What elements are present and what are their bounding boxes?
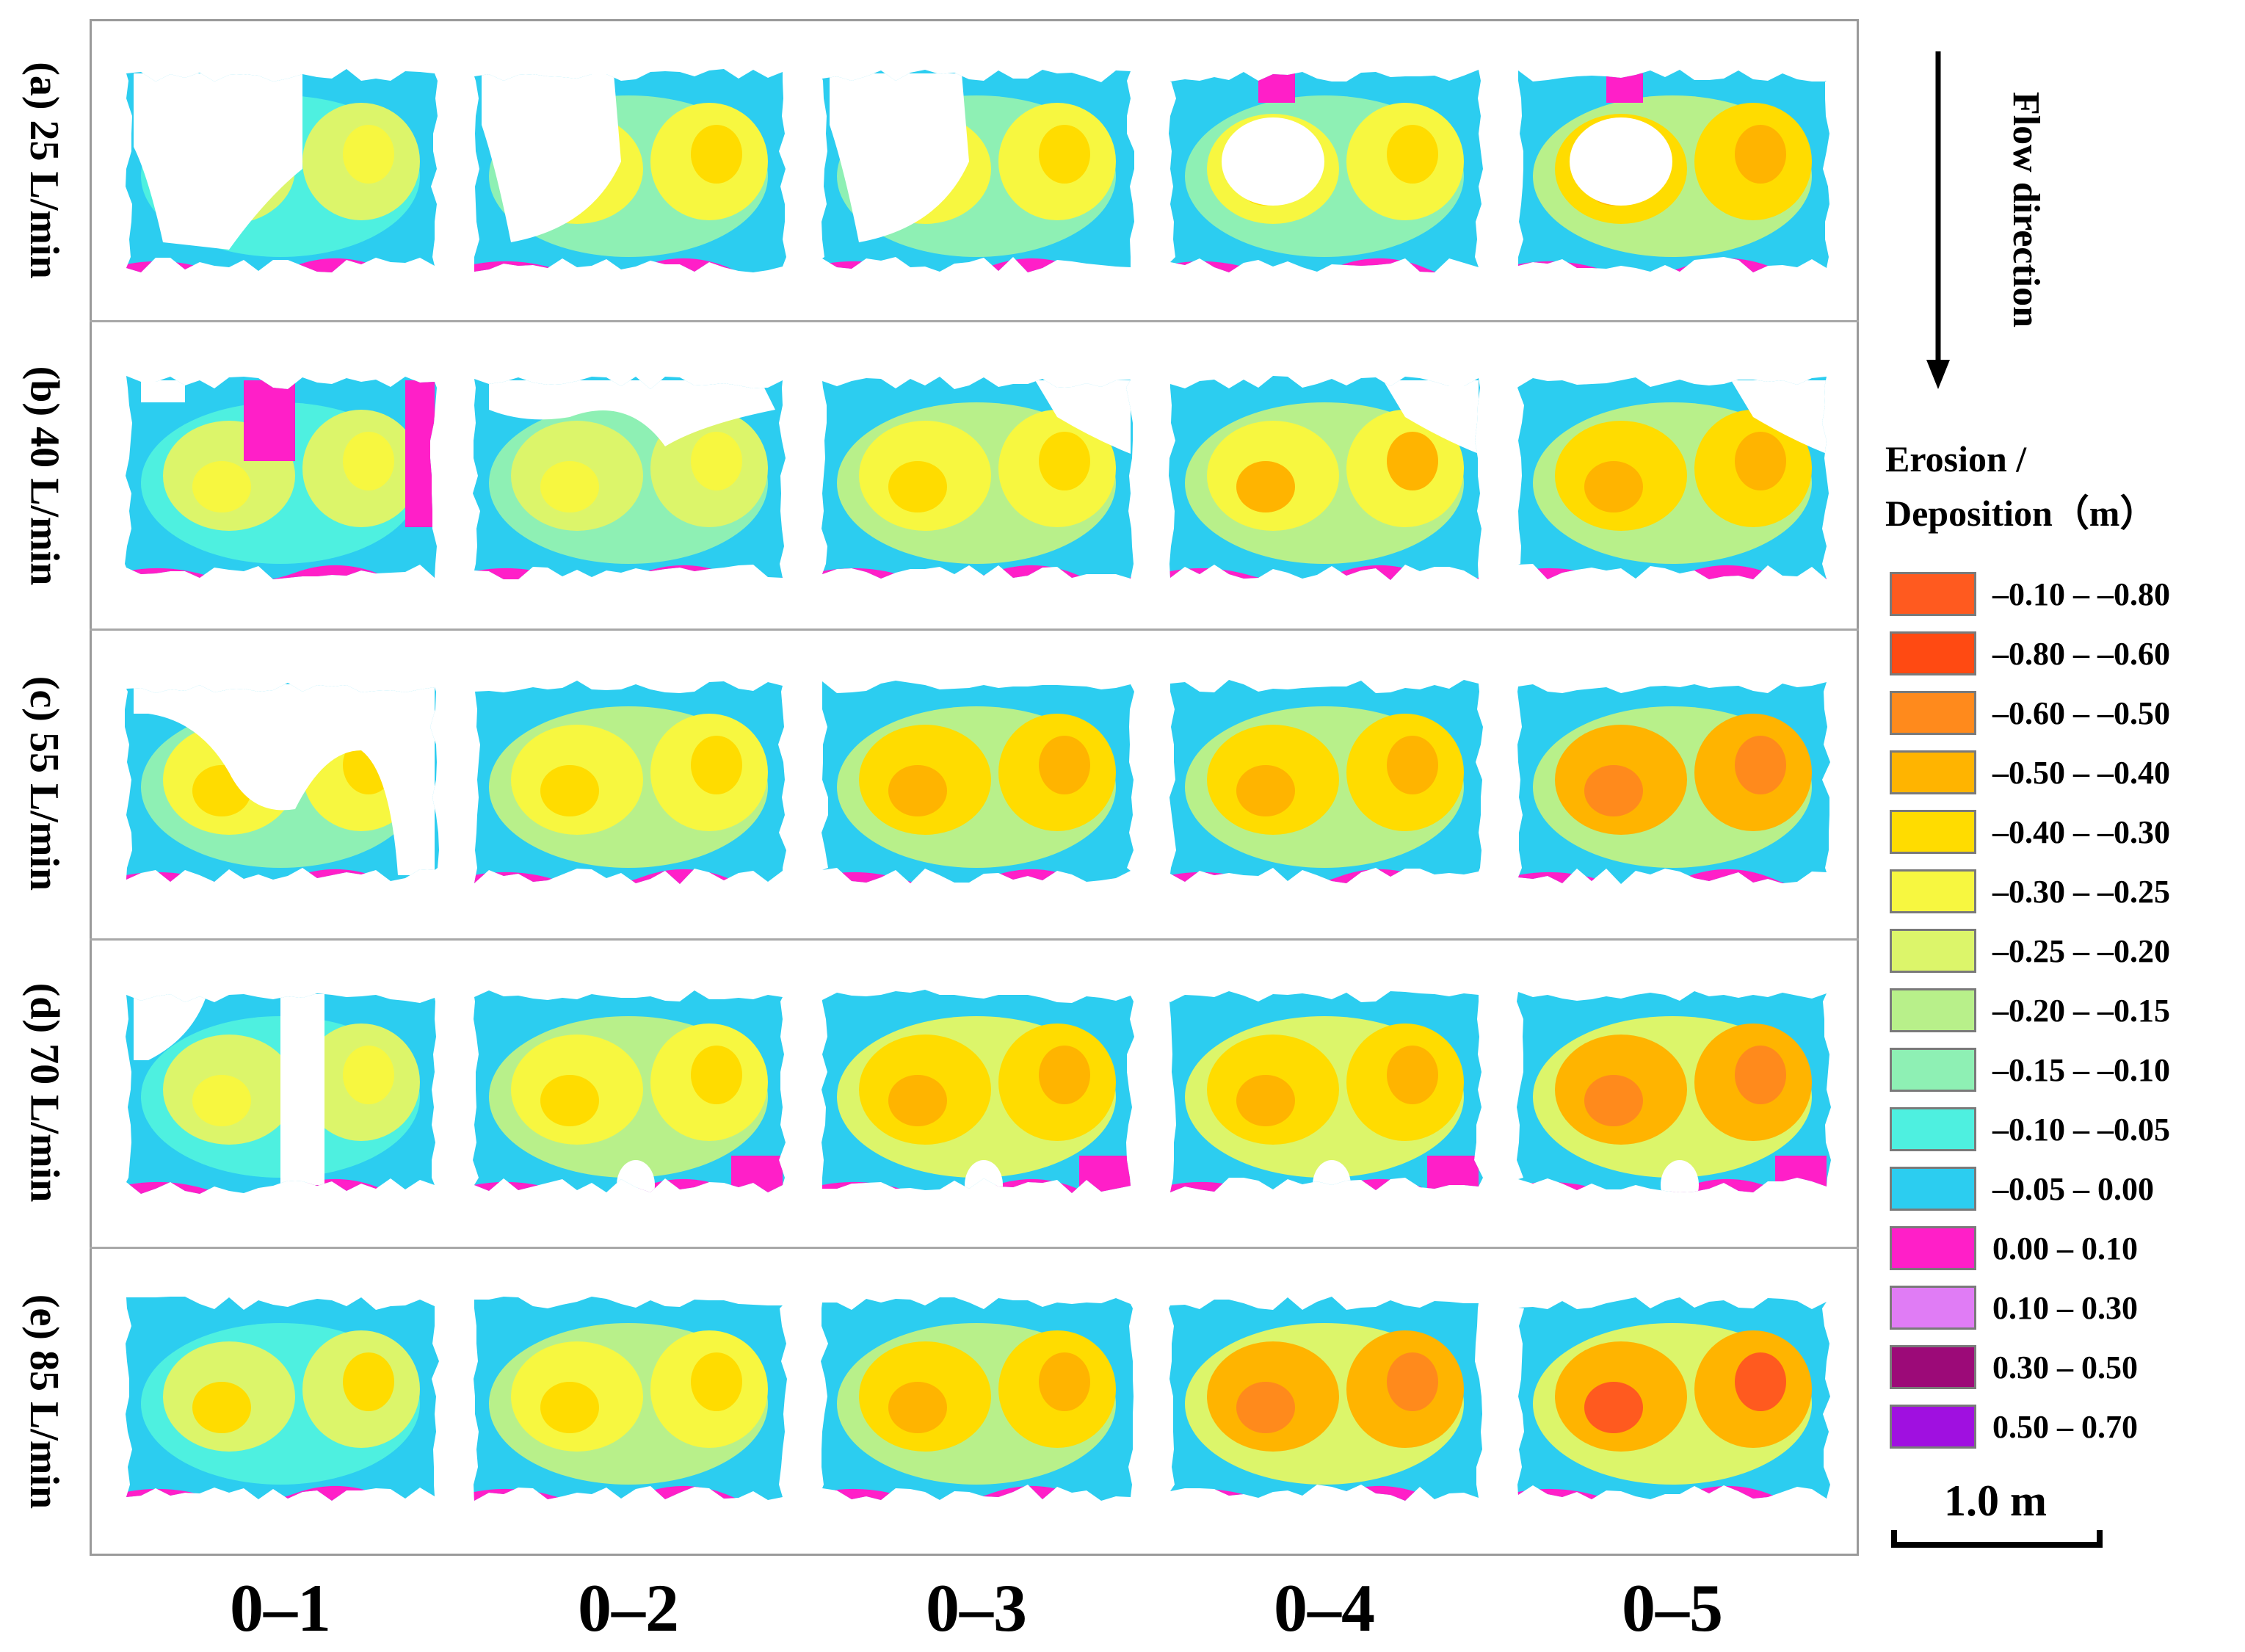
row-divider — [90, 1247, 1859, 1249]
map-panel — [815, 979, 1138, 1200]
scale-bar-label: 1.0 m — [1944, 1477, 2047, 1525]
legend-swatch — [1890, 1107, 1976, 1151]
legend-item: –0.50 – –0.40 — [1890, 750, 2170, 795]
legend-item: –0.40 – –0.30 — [1890, 809, 2170, 855]
legend-title-line1: Erosion / — [1885, 438, 2027, 479]
legend-swatch — [1890, 869, 1976, 913]
legend-item: 0.50 – 0.70 — [1890, 1404, 2138, 1449]
map-panel — [1511, 1286, 1834, 1507]
legend-label: –0.40 – –0.30 — [1992, 814, 2170, 850]
column-label-0-2: 0–2 — [578, 1571, 679, 1645]
flow-direction-arrow-icon — [1926, 51, 1950, 389]
map-panel — [815, 366, 1138, 586]
flow-direction-label: Flow direction — [2005, 91, 2048, 327]
legend-swatch — [1890, 1167, 1976, 1211]
map-panel — [1163, 59, 1486, 279]
map-panel — [1511, 366, 1834, 586]
row-divider — [90, 320, 1859, 322]
legend-label: 0.10 – 0.30 — [1992, 1289, 2138, 1326]
legend-label: –0.10 – –0.80 — [1992, 576, 2170, 612]
map-panel — [467, 1286, 790, 1507]
legend-label: –0.80 – –0.60 — [1992, 635, 2170, 672]
legend-swatch — [1890, 1048, 1976, 1092]
scale-bar — [1891, 1530, 2103, 1548]
legend-item: –0.80 – –0.60 — [1890, 631, 2170, 676]
legend-swatch — [1890, 810, 1976, 854]
legend-swatch — [1890, 1286, 1976, 1330]
legend-label: 0.50 – 0.70 — [1992, 1408, 2138, 1445]
legend-swatch — [1890, 1345, 1976, 1389]
panel-grid-frame — [90, 19, 1859, 1556]
legend-item: 0.00 – 0.10 — [1890, 1225, 2138, 1271]
legend-title: Erosion / Deposition（m） — [1885, 432, 2238, 540]
legend-swatch — [1890, 1405, 1976, 1449]
legend-label: –0.15 – –0.10 — [1992, 1051, 2170, 1088]
map-panel — [467, 979, 790, 1200]
legend-swatch — [1890, 572, 1976, 616]
map-panel — [1511, 670, 1834, 890]
legend-swatch — [1890, 631, 1976, 675]
map-panel — [1163, 1286, 1486, 1507]
legend-label: –0.50 – –0.40 — [1992, 754, 2170, 791]
legend-label: –0.25 – –0.20 — [1992, 932, 2170, 969]
row-divider — [90, 628, 1859, 631]
legend-swatch — [1890, 929, 1976, 973]
legend-swatch — [1890, 691, 1976, 735]
column-label-0-1: 0–1 — [230, 1571, 331, 1645]
map-panel — [1163, 366, 1486, 586]
legend-swatch — [1890, 988, 1976, 1032]
legend-item: –0.30 – –0.25 — [1890, 869, 2170, 914]
map-panel — [1511, 59, 1834, 279]
map-panel — [1163, 670, 1486, 890]
map-panel — [119, 670, 442, 890]
legend-item: –0.10 – –0.05 — [1890, 1106, 2170, 1152]
legend-swatch — [1890, 750, 1976, 794]
map-panel — [815, 1286, 1138, 1507]
legend-item: 0.10 – 0.30 — [1890, 1285, 2138, 1330]
legend-item: –0.05 – 0.00 — [1890, 1166, 2154, 1211]
legend-item: –0.10 – –0.80 — [1890, 571, 2170, 617]
row-label-d: (d) 70 L/min — [21, 982, 68, 1203]
map-panel — [467, 366, 790, 586]
legend-item: –0.25 – –0.20 — [1890, 928, 2170, 974]
map-panel — [119, 1286, 442, 1507]
map-panel — [467, 59, 790, 279]
column-label-0-3: 0–3 — [926, 1571, 1027, 1645]
row-divider — [90, 938, 1859, 941]
map-panel — [1163, 979, 1486, 1200]
legend-item: –0.60 – –0.50 — [1890, 690, 2170, 736]
legend-item: 0.30 – 0.50 — [1890, 1344, 2138, 1390]
legend-label: –0.20 – –0.15 — [1992, 992, 2170, 1029]
legend-label: –0.05 – 0.00 — [1992, 1170, 2154, 1207]
row-label-b: (b) 40 L/min — [21, 366, 68, 586]
map-panel — [119, 59, 442, 279]
map-panel — [1511, 979, 1834, 1200]
legend-title-line2: Deposition（m） — [1885, 493, 2157, 534]
legend-label: 0.00 – 0.10 — [1992, 1230, 2138, 1267]
row-label-c: (c) 55 L/min — [21, 675, 68, 891]
legend-label: –0.30 – –0.25 — [1992, 873, 2170, 910]
map-panel — [467, 670, 790, 890]
legend-swatch — [1890, 1226, 1976, 1270]
map-panel — [815, 59, 1138, 279]
column-label-0-4: 0–4 — [1274, 1571, 1375, 1645]
row-label-a: (a) 25 L/min — [21, 62, 67, 279]
map-panel — [815, 670, 1138, 890]
column-label-0-5: 0–5 — [1622, 1571, 1723, 1645]
legend-item: –0.20 – –0.15 — [1890, 988, 2170, 1033]
row-label-e: (e) 85 L/min — [21, 1294, 68, 1510]
legend-label: –0.10 – –0.05 — [1992, 1111, 2170, 1148]
map-panel — [119, 366, 442, 586]
legend-item: –0.15 – –0.10 — [1890, 1047, 2170, 1093]
map-panel — [119, 979, 442, 1200]
legend-label: –0.60 – –0.50 — [1992, 695, 2170, 731]
legend-label: 0.30 – 0.50 — [1992, 1349, 2138, 1385]
